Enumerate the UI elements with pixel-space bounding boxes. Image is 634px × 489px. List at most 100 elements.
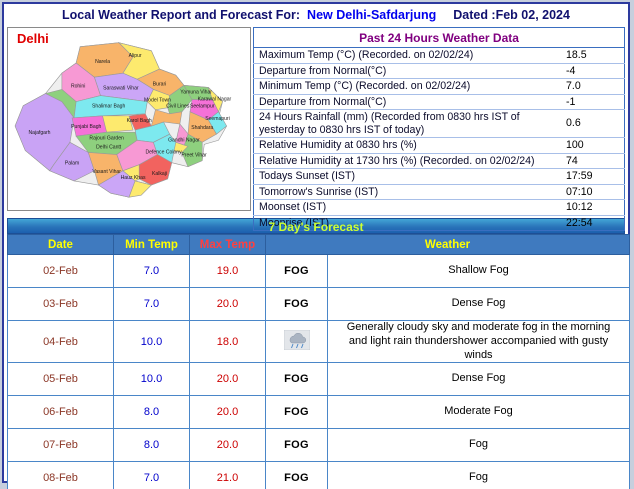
- forecast-col-max-temp: Max Temp: [189, 234, 266, 255]
- forecast-min-temp: 7.0: [113, 287, 190, 321]
- map-district-label: Seemapuri: [205, 116, 230, 122]
- forecast-weather-text: Shallow Fog: [326, 254, 631, 288]
- report-header: Local Weather Report and Forecast For: N…: [4, 4, 628, 26]
- map-district-label: Delhi Cantt: [96, 144, 122, 150]
- cloud-rain-icon: [283, 329, 310, 351]
- forecast-min-temp: 10.0: [113, 319, 190, 364]
- past24-row-label: Tomorrow's Sunrise (IST): [253, 184, 562, 200]
- fog-label: FOG: [265, 287, 328, 321]
- forecast-row: 06-Feb 8.0 20.0 FOG Moderate Fog: [7, 395, 631, 430]
- forecast-date: 08-Feb: [7, 461, 114, 489]
- map-district-label: Hauz Khas: [121, 175, 146, 181]
- past24-row: Relative Humidity at 0830 hrs (%) 100: [253, 137, 625, 154]
- forecast-min-temp: 8.0: [113, 395, 190, 430]
- map-district-label: Karol Bagh: [127, 118, 152, 124]
- past24-row-value: 7.0: [562, 78, 625, 95]
- past24-title: Past 24 Hours Weather Data: [253, 27, 625, 48]
- report-title-prefix: Local Weather Report and Forecast For:: [62, 8, 301, 22]
- past24-row-label: Departure from Normal(°C): [253, 94, 562, 110]
- past24-row-label: Departure from Normal(°C): [253, 63, 562, 79]
- past24-row: Minimum Temp (°C) (Recorded. on 02/02/24…: [253, 78, 625, 95]
- map-district-label: Model Town: [144, 98, 171, 104]
- map-region-label: Delhi: [17, 31, 49, 46]
- map-district-label: Gandhi Nagar: [168, 137, 200, 143]
- map-district-label: Kalkaji: [152, 171, 167, 177]
- forecast-min-temp: 10.0: [113, 362, 190, 397]
- forecast-max-temp: 20.0: [189, 362, 266, 397]
- forecast-min-temp: 8.0: [113, 428, 190, 463]
- forecast-date: 04-Feb: [7, 319, 114, 364]
- forecast-max-temp: 20.0: [189, 428, 266, 463]
- past24-row-value: 18.5: [562, 47, 625, 64]
- map-district-label: Punjabi Bagh: [71, 124, 101, 130]
- forecast-row: 04-Feb 10.0 18.0 Generally cloudy sky and …: [7, 319, 631, 364]
- forecast-date: 05-Feb: [7, 362, 114, 397]
- forecast-row: 08-Feb 7.0 21.0 FOG Fog: [7, 461, 631, 489]
- delhi-map-panel: Delhi: [7, 27, 251, 211]
- forecast-max-temp: 21.0: [189, 461, 266, 489]
- fog-label: FOG: [265, 362, 328, 397]
- forecast-max-temp: 20.0: [189, 395, 266, 430]
- past24-row-value: 10:12: [562, 199, 625, 216]
- map-district-label: Rohini: [71, 83, 85, 89]
- map-district-label: Shahdara: [191, 125, 213, 131]
- forecast-date: 06-Feb: [7, 395, 114, 430]
- map-district-label: Preet Vihar: [181, 153, 207, 159]
- forecast-row: 03-Feb 7.0 20.0 FOG Dense Fog: [7, 287, 631, 321]
- past24-row-label: Maximum Temp (°C) (Recorded. on 02/02/24…: [253, 47, 562, 64]
- district-labels: Narela Alipur Burari Rohini Saraswati Vihar M…: [28, 53, 231, 181]
- forecast-weather-text: Generally cloudy sky and moderate fog in…: [326, 319, 631, 364]
- past24-row-value: 07:10: [562, 184, 625, 200]
- past24-row-label: Minimum Temp (°C) (Recorded. on 02/02/24…: [253, 78, 562, 95]
- past24-row: Tomorrow's Sunrise (IST) 07:10: [253, 184, 625, 200]
- past-24-hours-table: Past 24 Hours Weather Data Maximum Temp …: [253, 27, 625, 231]
- past24-row-value: 100: [562, 137, 625, 154]
- top-section: Delhi: [7, 27, 625, 231]
- past24-row-label: Relative Humidity at 0830 hrs (%): [253, 137, 562, 154]
- past24-row: Relative Humidity at 1730 hrs (%) (Recor…: [253, 153, 625, 169]
- past24-row-value: 22:54: [566, 216, 593, 229]
- map-district-label: Najafgarh: [28, 130, 50, 136]
- past24-row-value: 74: [562, 153, 625, 169]
- forecast-col-date: Date: [7, 234, 114, 255]
- report-date: Dated :Feb 02, 2024: [453, 8, 570, 22]
- past24-row-value: 17:59: [562, 168, 625, 185]
- map-district-label: Shalimar Bagh: [92, 104, 125, 110]
- forecast-max-temp: 20.0: [189, 287, 266, 321]
- past24-row: Moonset (IST) 10:12: [253, 199, 625, 216]
- past24-row: Departure from Normal(°C) -4: [253, 63, 625, 79]
- forecast-weather-text: Dense Fog: [326, 362, 631, 397]
- station-name-link[interactable]: New Delhi-Safdarjung: [307, 8, 437, 22]
- forecast-max-temp: 18.0: [189, 319, 266, 364]
- map-district-label: Vasant Vihar: [92, 169, 121, 175]
- map-district-label: Defence Colony: [146, 149, 183, 155]
- forecast-weather-text: Dense Fog: [326, 287, 631, 321]
- past24-row: Todays Sunset (IST) 17:59: [253, 168, 625, 185]
- forecast-date: 03-Feb: [7, 287, 114, 321]
- past24-row-label: Moonset (IST): [253, 199, 562, 216]
- forecast-min-temp: 7.0: [113, 461, 190, 489]
- forecast-min-temp: 7.0: [113, 254, 190, 288]
- delhi-districts-map: Narela Alipur Burari Rohini Saraswati Vihar M…: [14, 42, 232, 198]
- forecast-weather-text: Fog: [326, 461, 631, 489]
- cloud-rain-icon: [265, 319, 328, 364]
- forecast-max-temp: 19.0: [189, 254, 266, 288]
- map-district-label: Saraswati Vihar: [103, 85, 139, 91]
- map-district-label: Karawal Nagar: [198, 97, 232, 103]
- fog-label: FOG: [265, 254, 328, 288]
- fog-label: FOG: [265, 428, 328, 463]
- past24-row: 24 Hours Rainfall (mm) (Recorded from 08…: [253, 109, 625, 138]
- fog-label: FOG: [265, 395, 328, 430]
- past24-row-value: -1: [562, 94, 625, 110]
- forecast-weather-text: Moderate Fog: [326, 395, 631, 430]
- forecast-weather-text: Fog: [326, 428, 631, 463]
- district-shapes: [14, 42, 228, 198]
- past24-row-label: Relative Humidity at 1730 hrs (%) (Recor…: [253, 153, 562, 169]
- forecast-date: 02-Feb: [7, 254, 114, 288]
- map-district-label: Burari: [153, 81, 167, 87]
- map-district-label: Narela: [95, 59, 110, 65]
- map-district-label: Seelampur: [190, 104, 215, 110]
- past24-row-label: Todays Sunset (IST): [253, 168, 562, 185]
